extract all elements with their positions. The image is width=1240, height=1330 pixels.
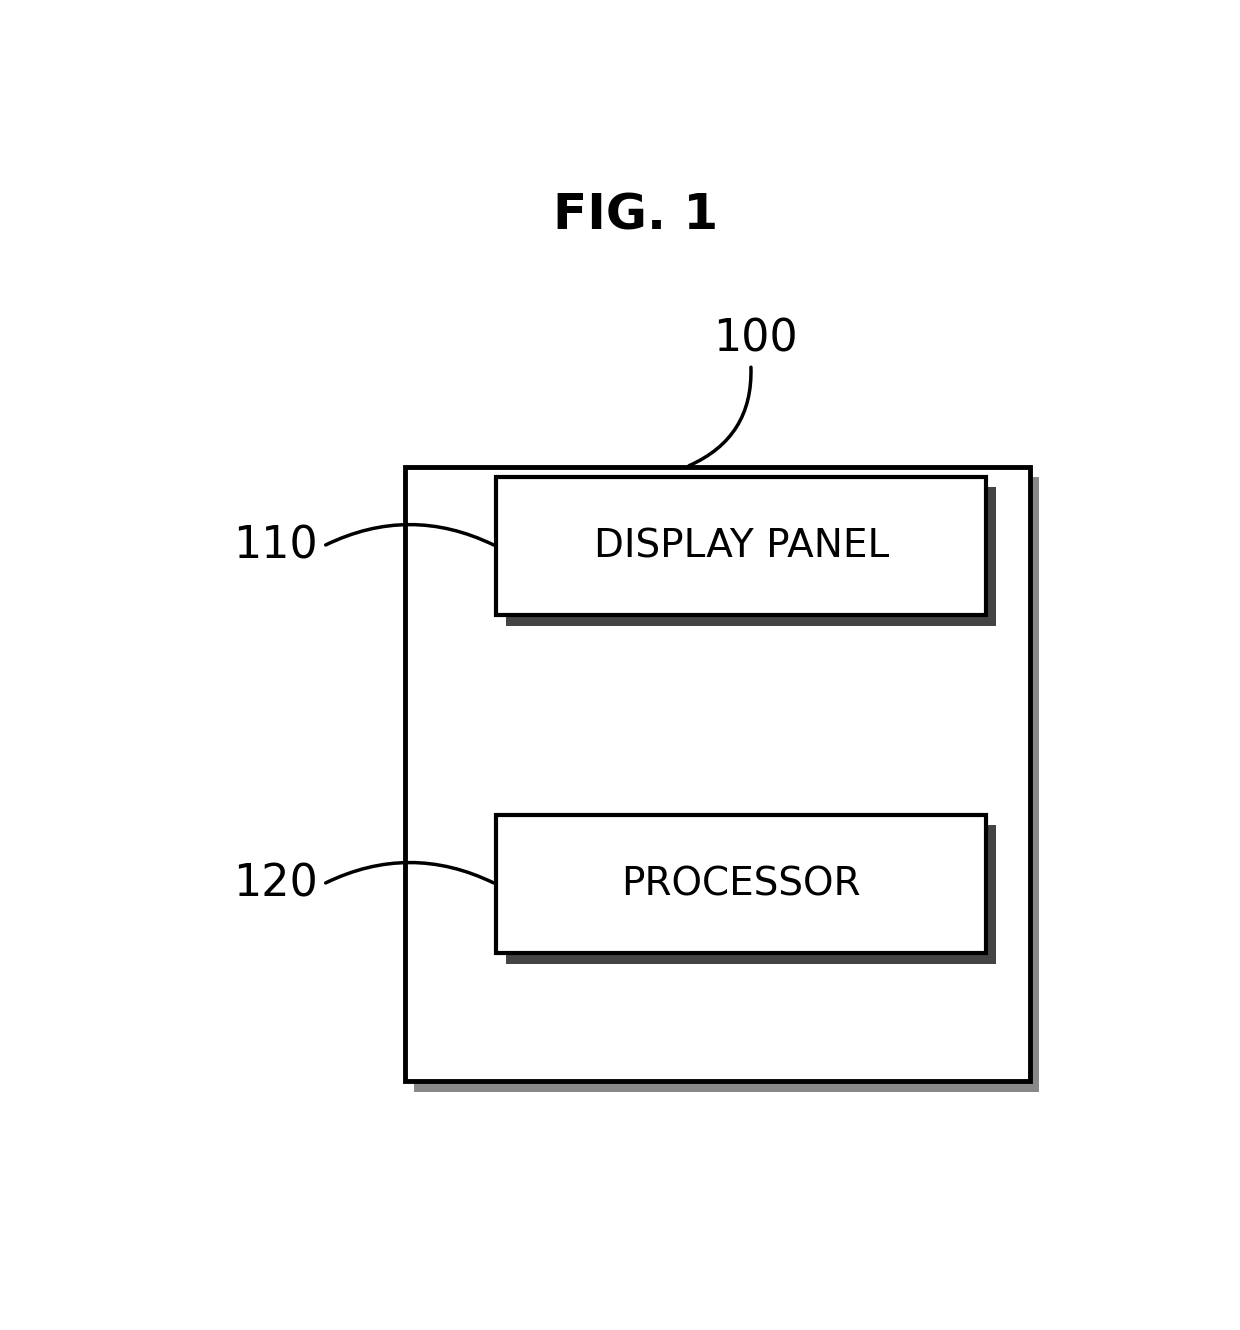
Text: 120: 120 (233, 863, 317, 906)
Bar (404, 467, 1029, 1081)
Bar (506, 487, 996, 625)
Text: DISPLAY PANEL: DISPLAY PANEL (594, 527, 889, 565)
Text: PROCESSOR: PROCESSOR (621, 864, 861, 903)
Text: FIG. 1: FIG. 1 (553, 192, 718, 239)
Bar (506, 825, 996, 963)
Text: 110: 110 (233, 525, 317, 568)
Bar (414, 477, 1039, 1092)
Bar (496, 477, 986, 616)
Bar (496, 815, 986, 954)
Text: 100: 100 (713, 318, 799, 360)
